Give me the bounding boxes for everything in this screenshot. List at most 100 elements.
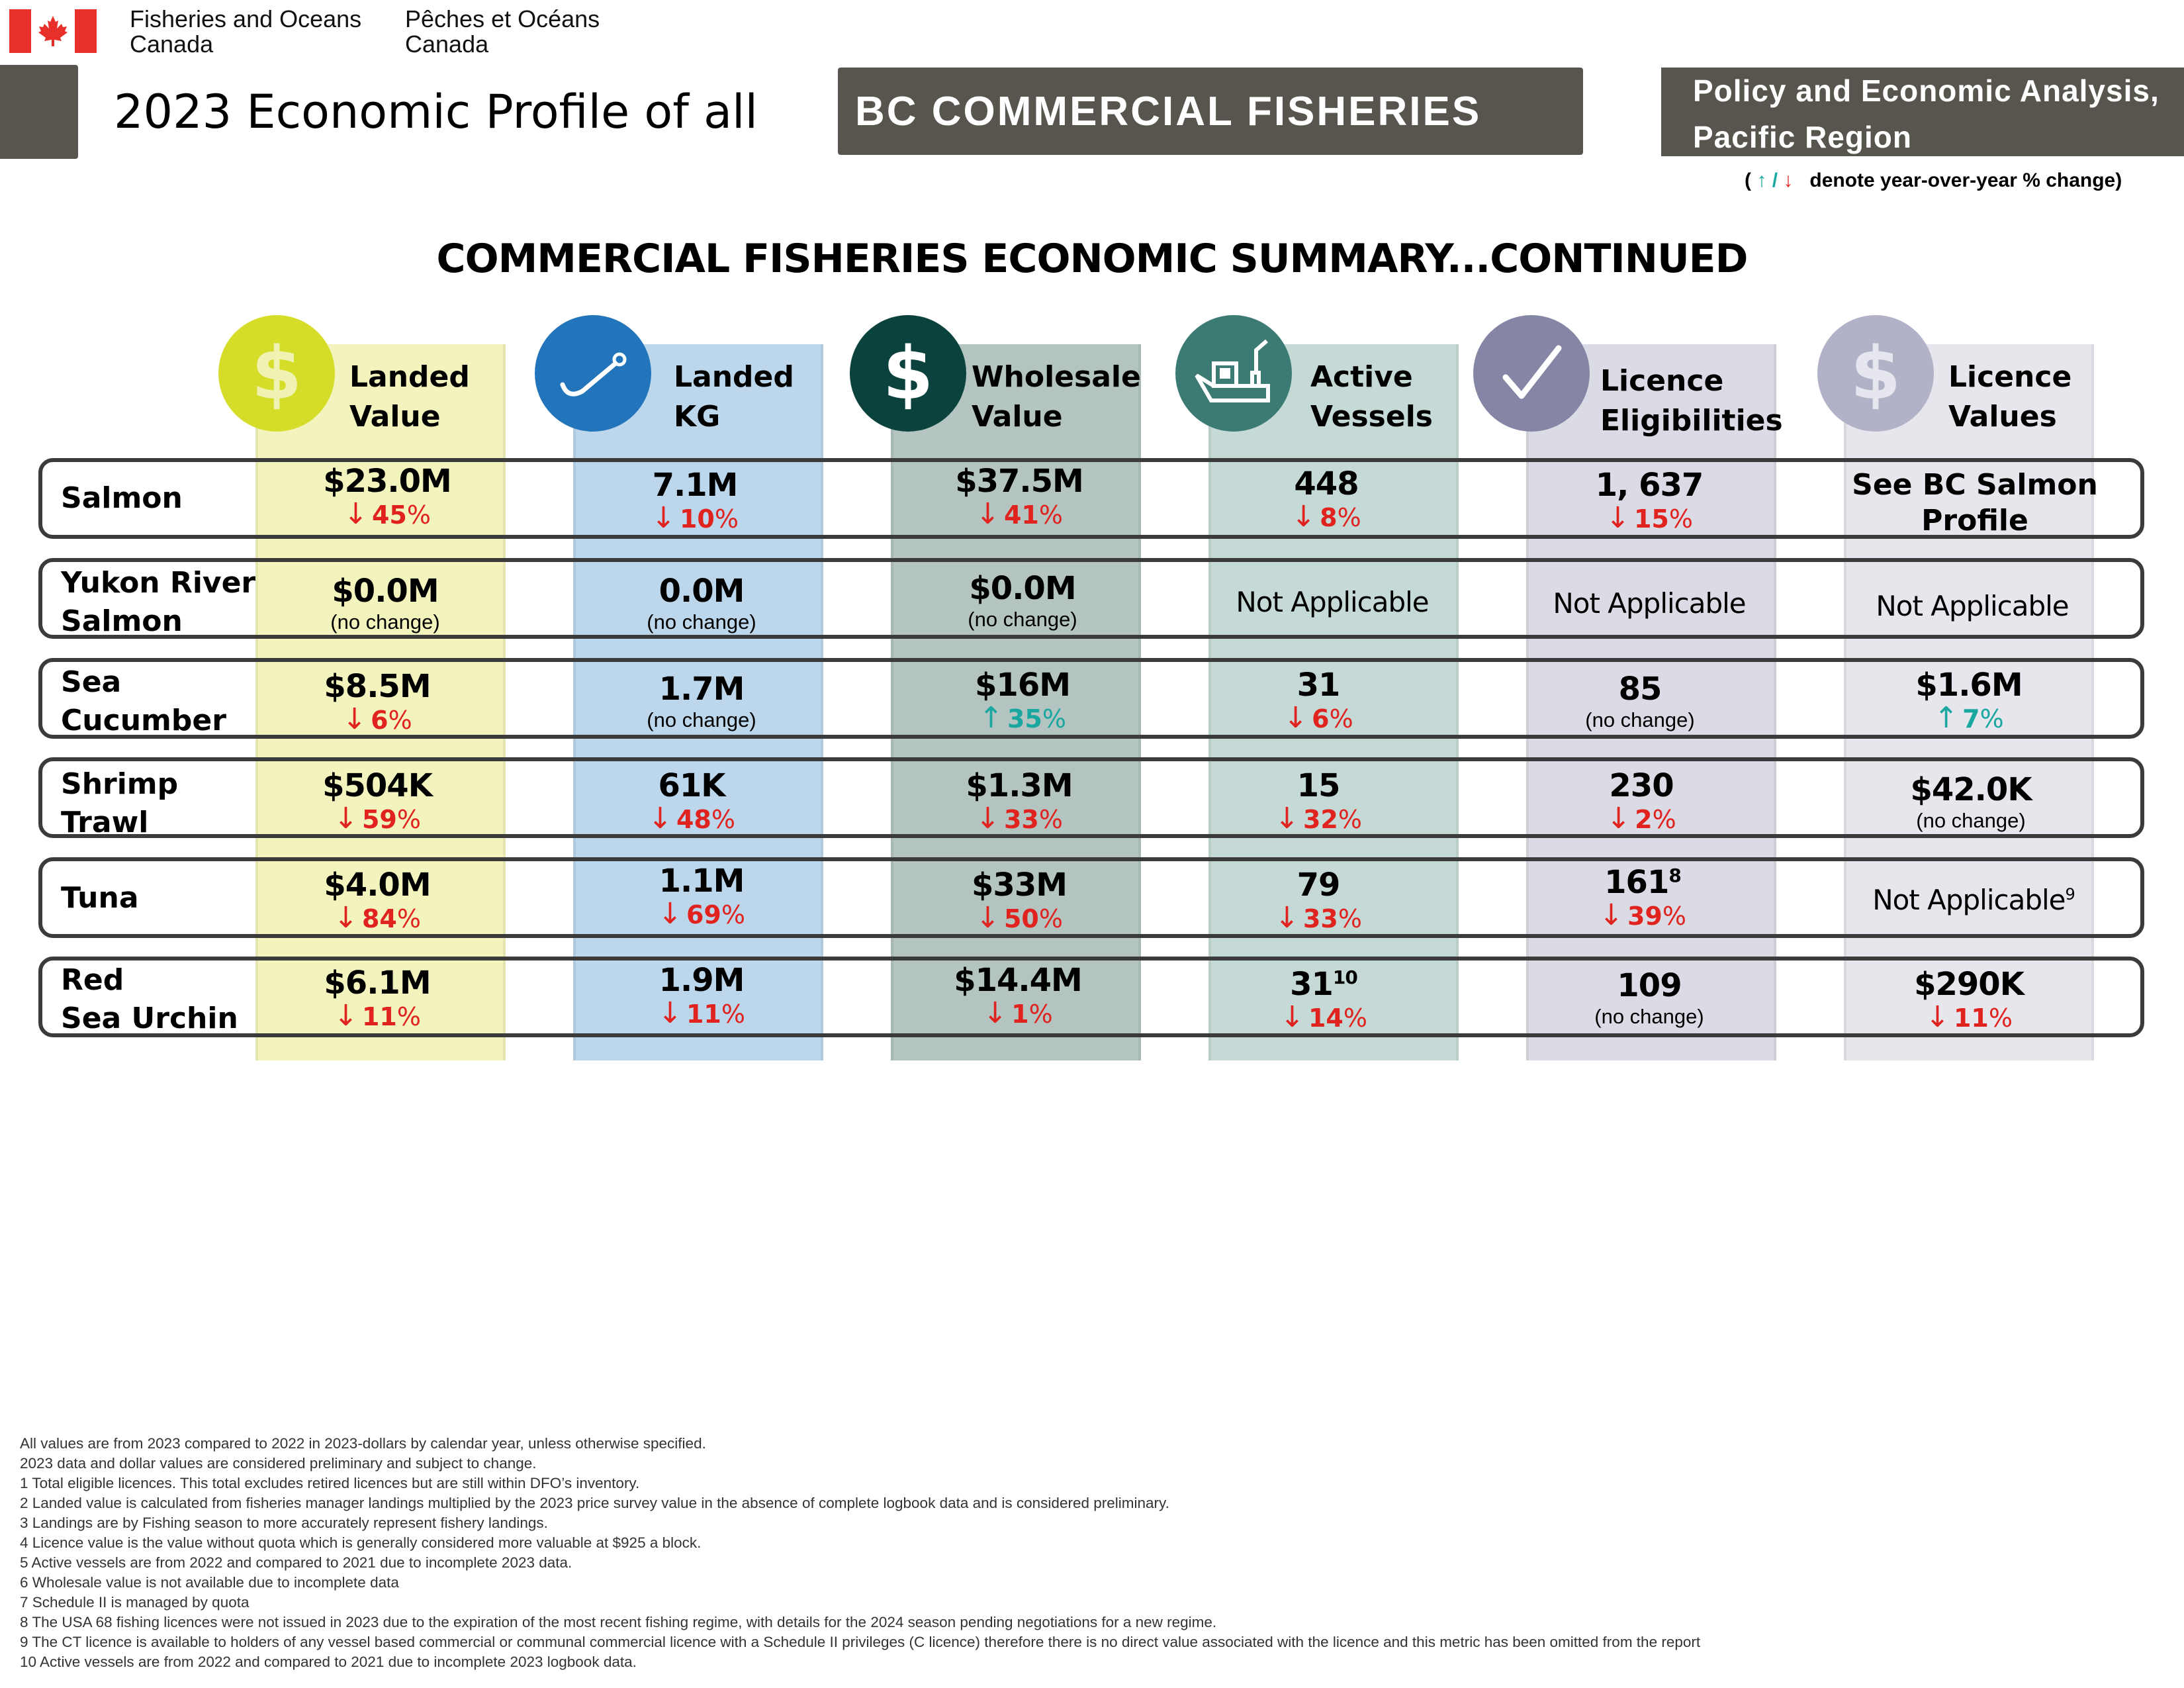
- row-label: Tuna: [61, 881, 139, 915]
- cell-landed-value: $23.0M ↓ 45%: [323, 463, 452, 531]
- title-highlight-box: BC COMMERCIAL FISHERIES: [838, 68, 1583, 155]
- column-band-landed-value: [255, 344, 506, 1060]
- up-arrow-icon: ↑: [1756, 169, 1767, 191]
- footnotes: All values are from 2023 compared to 202…: [20, 1434, 1700, 1672]
- cell-landed-kg: 7.1M ↓ 10%: [651, 467, 739, 535]
- cell-licence-values: See BC Salmon Profile: [1852, 468, 2098, 538]
- cell-wholesale-value: $14.4M ↓ 1%: [954, 962, 1083, 1030]
- cell-licence-eligibilities: 1618 ↓ 39%: [1599, 864, 1686, 932]
- no-change-note: (no change): [1585, 708, 1695, 731]
- dollar-icon: $: [850, 315, 966, 432]
- down-arrow-icon: ↓: [1606, 501, 1630, 535]
- row-label: Salmon: [61, 481, 183, 515]
- down-arrow-icon: ↓: [343, 497, 368, 531]
- down-arrow-icon: ↓: [334, 901, 358, 935]
- svg-text:$: $: [1850, 334, 1901, 413]
- cell-active-vessels: 3110 ↓ 14%: [1280, 966, 1367, 1034]
- cell-licence-values: $42.0K (no change): [1812, 772, 2130, 834]
- footnote: 10 Active vessels are from 2022 and comp…: [20, 1654, 637, 1670]
- cell-active-vessels: 31 ↓ 6%: [1283, 667, 1353, 735]
- cell-wholesale-value: $33M ↓ 50%: [972, 867, 1068, 935]
- no-change-note: (no change): [1916, 809, 2026, 832]
- cell-wholesale-value: $1.3M ↓ 33%: [966, 767, 1073, 835]
- footnote-ref: 10: [1332, 966, 1358, 988]
- up-arrow-icon: ↑: [1934, 701, 1959, 735]
- cell-active-vessels: 15 ↓ 32%: [1275, 767, 1362, 835]
- down-arrow-icon: ↓: [976, 802, 1000, 835]
- cell-landed-kg: 61K ↓ 48%: [648, 767, 735, 835]
- down-arrow-icon: ↓: [976, 497, 1000, 531]
- column-header-licence-values: Licence Values: [1948, 360, 2072, 434]
- up-arrow-icon: ↑: [979, 701, 1003, 735]
- cell-wholesale-value: $0.0M (no change): [864, 571, 1181, 633]
- table-row-yukon-river-salmon: [38, 558, 2144, 639]
- cell-licence-eligibilities: 85 (no change): [1481, 671, 1799, 733]
- row-label: Shrimp Trawl: [61, 767, 179, 839]
- cell-licence-eligibilities: 1, 637 ↓ 15%: [1595, 467, 1704, 535]
- canada-flag-icon: [9, 9, 97, 53]
- fishing-boat-icon: [1175, 315, 1292, 432]
- cell-landed-value: $504K ↓ 59%: [322, 767, 433, 835]
- footnote-ref: 8: [1668, 865, 1682, 886]
- change-legend: ( ↑ / ↓ denote year-over-year % change): [1745, 169, 2122, 191]
- cell-licence-values: Not Applicable9: [1872, 884, 2075, 916]
- row-label: Red Sea Urchin: [61, 963, 238, 1035]
- no-change-note: (no change): [330, 610, 440, 633]
- cell-licence-eligibilities: Not Applicable: [1553, 587, 1746, 620]
- table-row-red-sea-urchin: [38, 957, 2144, 1037]
- column-header-active-vessels: Active Vessels: [1310, 360, 1433, 434]
- row-label: Sea Cucumber: [61, 665, 226, 737]
- column-header-landed-value: Landed Value: [349, 360, 470, 434]
- column-band-licence-values: [1844, 344, 2094, 1060]
- cell-licence-values: Not Applicable: [1876, 590, 2069, 622]
- down-arrow-icon: ↓: [334, 802, 358, 835]
- down-arrow-icon: ↓: [1783, 169, 1794, 191]
- footnote: 1 Total eligible licences. This total ex…: [20, 1475, 640, 1491]
- page-title: 2023 Economic Profile of all: [114, 85, 758, 139]
- svg-text:$: $: [883, 334, 934, 413]
- row-label: Yukon River Salmon: [61, 566, 256, 638]
- cell-licence-eligibilities: 230 ↓ 2%: [1606, 767, 1676, 835]
- svg-text:$: $: [251, 334, 302, 413]
- cell-active-vessels: Not Applicable: [1236, 586, 1429, 618]
- footnote: 4 Licence value is the value without quo…: [20, 1534, 702, 1551]
- cell-active-vessels: 79 ↓ 33%: [1275, 867, 1362, 935]
- dollar-icon: $: [1817, 315, 1934, 432]
- down-arrow-icon: ↓: [976, 901, 1000, 935]
- down-arrow-icon: ↓: [983, 996, 1008, 1030]
- dollar-icon: $: [218, 315, 335, 432]
- down-arrow-icon: ↓: [1925, 1000, 1950, 1034]
- down-arrow-icon: ↓: [658, 897, 682, 931]
- header-accent-block: [0, 65, 78, 159]
- down-arrow-icon: ↓: [648, 802, 672, 835]
- no-change-note: (no change): [647, 708, 756, 731]
- cell-landed-value: $4.0M ↓ 84%: [324, 867, 431, 935]
- column-band-landed-kg: [573, 344, 823, 1060]
- cell-landed-value: $0.0M (no change): [226, 573, 544, 635]
- down-arrow-icon: ↓: [651, 501, 676, 535]
- table-row-tuna: [38, 857, 2144, 938]
- footnote: 2 Landed value is calculated from fisher…: [20, 1495, 1169, 1511]
- checkmark-icon: [1473, 315, 1590, 432]
- no-change-note: (no change): [647, 610, 756, 633]
- section-title: COMMERCIAL FISHERIES ECONOMIC SUMMARY...…: [436, 236, 1749, 282]
- cell-licence-values: $290K ↓ 11%: [1914, 966, 2025, 1034]
- cell-licence-values: $1.6M ↑ 7%: [1915, 667, 2023, 735]
- column-band-licence-eligibilities: [1526, 344, 1776, 1060]
- footnote: 8 The USA 68 fishing licences were not i…: [20, 1614, 1217, 1630]
- department-name-en: Fisheries and Oceans Canada: [130, 5, 362, 58]
- table-row-shrimp-trawl: [38, 757, 2144, 838]
- down-arrow-icon: ↓: [1606, 802, 1631, 835]
- column-header-wholesale-value: Wholesale Value: [972, 360, 1141, 434]
- no-change-note: (no change): [1594, 1005, 1704, 1028]
- table-row-sea-cucumber: [38, 658, 2144, 739]
- down-arrow-icon: ↓: [1291, 500, 1316, 534]
- footnote: 6 Wholesale value is not available due t…: [20, 1574, 399, 1591]
- down-arrow-icon: ↓: [1599, 898, 1623, 932]
- down-arrow-icon: ↓: [1283, 701, 1308, 735]
- column-band-active-vessels: [1208, 344, 1459, 1060]
- down-arrow-icon: ↓: [334, 999, 358, 1033]
- table-row-salmon: [38, 458, 2144, 539]
- column-header-licence-eligibilities: Licence Eligibilities: [1600, 364, 1783, 438]
- down-arrow-icon: ↓: [1275, 802, 1299, 835]
